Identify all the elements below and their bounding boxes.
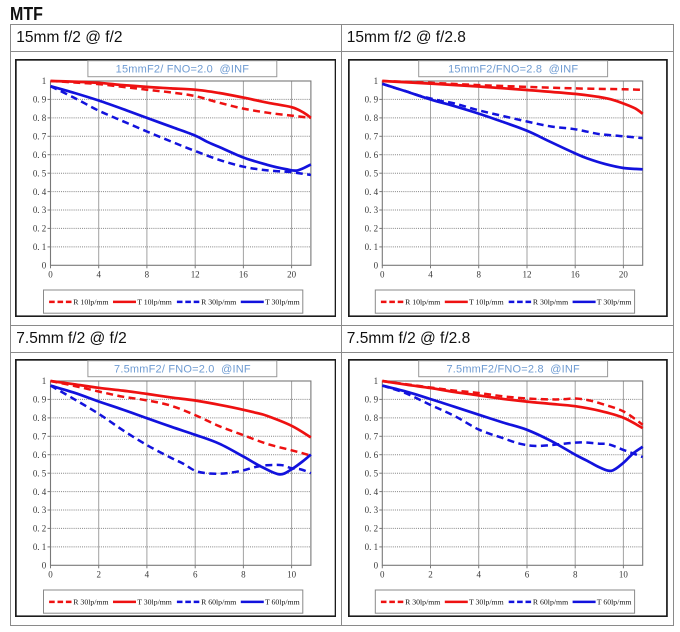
svg-text:0. 5: 0. 5 — [33, 169, 47, 179]
svg-text:R 60lp/mm: R 60lp/mm — [201, 598, 236, 607]
svg-text:4: 4 — [476, 570, 481, 580]
svg-text:R 10lp/mm: R 10lp/mm — [405, 298, 440, 307]
svg-text:0. 7: 0. 7 — [365, 132, 379, 142]
svg-text:0. 3: 0. 3 — [33, 205, 47, 215]
svg-text:0. 8: 0. 8 — [33, 413, 47, 423]
svg-text:0. 4: 0. 4 — [33, 187, 47, 197]
svg-text:7.5mmF2/FNO=2.8 @INF: 7.5mmF2/FNO=2.8 @INF — [446, 363, 580, 375]
svg-text:0: 0 — [374, 560, 379, 570]
svg-text:T 10lp/mm: T 10lp/mm — [137, 298, 172, 307]
svg-text:7.5mmF2/ FNO=2.0 @INF: 7.5mmF2/ FNO=2.0 @INF — [114, 364, 251, 376]
svg-text:0. 9: 0. 9 — [365, 95, 379, 105]
svg-text:T 30lp/mm: T 30lp/mm — [597, 298, 632, 307]
svg-text:15mmF2/ FNO=2.0 @INF: 15mmF2/ FNO=2.0 @INF — [115, 64, 249, 76]
svg-text:8: 8 — [476, 270, 481, 280]
svg-text:8: 8 — [573, 570, 578, 580]
svg-text:0. 5: 0. 5 — [365, 169, 379, 179]
svg-text:0. 7: 0. 7 — [365, 431, 379, 441]
svg-text:0. 8: 0. 8 — [365, 113, 379, 123]
svg-text:1: 1 — [374, 76, 379, 86]
svg-text:2: 2 — [96, 570, 101, 580]
svg-text:0. 2: 0. 2 — [365, 224, 378, 234]
svg-text:6: 6 — [193, 570, 198, 580]
svg-text:4: 4 — [96, 270, 101, 280]
svg-text:1: 1 — [42, 376, 47, 386]
svg-text:0. 2: 0. 2 — [33, 224, 46, 234]
svg-text:8: 8 — [144, 270, 149, 280]
svg-text:1: 1 — [42, 76, 47, 86]
svg-text:0: 0 — [48, 570, 53, 580]
svg-text:4: 4 — [428, 270, 433, 280]
svg-text:10: 10 — [287, 570, 296, 580]
svg-text:0. 9: 0. 9 — [365, 395, 379, 405]
svg-text:0. 1: 0. 1 — [33, 542, 46, 552]
svg-text:0. 1: 0. 1 — [365, 242, 378, 252]
svg-text:R 30lp/mm: R 30lp/mm — [405, 598, 440, 607]
svg-text:20: 20 — [619, 270, 628, 280]
svg-text:0. 3: 0. 3 — [33, 505, 47, 515]
svg-text:R 30lp/mm: R 30lp/mm — [201, 298, 236, 307]
svg-text:0. 2: 0. 2 — [33, 524, 46, 534]
svg-text:1: 1 — [374, 376, 379, 386]
svg-text:T 60lp/mm: T 60lp/mm — [597, 598, 632, 607]
svg-text:0. 1: 0. 1 — [365, 542, 378, 552]
svg-text:0. 9: 0. 9 — [33, 395, 47, 405]
svg-text:16: 16 — [571, 270, 580, 280]
svg-text:0: 0 — [374, 261, 379, 271]
svg-text:4: 4 — [144, 570, 149, 580]
svg-text:20: 20 — [287, 270, 296, 280]
svg-text:10: 10 — [619, 570, 628, 580]
svg-text:0: 0 — [380, 270, 385, 280]
svg-text:15mmF2/FNO=2.8 @INF: 15mmF2/FNO=2.8 @INF — [448, 64, 578, 76]
svg-text:8: 8 — [241, 570, 246, 580]
svg-text:0: 0 — [380, 570, 385, 580]
svg-text:R 30lp/mm: R 30lp/mm — [73, 598, 108, 607]
svg-text:T 30lp/mm: T 30lp/mm — [137, 598, 172, 607]
svg-text:12: 12 — [190, 270, 199, 280]
svg-text:6: 6 — [525, 570, 530, 580]
svg-text:0. 7: 0. 7 — [33, 431, 47, 441]
svg-text:0. 8: 0. 8 — [33, 113, 47, 123]
svg-text:0. 2: 0. 2 — [365, 524, 378, 534]
svg-text:0: 0 — [42, 560, 47, 570]
svg-text:0: 0 — [48, 270, 53, 280]
svg-text:T 30lp/mm: T 30lp/mm — [265, 298, 300, 307]
svg-text:0. 9: 0. 9 — [33, 95, 47, 105]
svg-text:2: 2 — [428, 570, 433, 580]
svg-text:0. 8: 0. 8 — [365, 413, 379, 423]
svg-text:R 60lp/mm: R 60lp/mm — [533, 598, 568, 607]
svg-text:0. 5: 0. 5 — [365, 468, 379, 478]
svg-text:T 30lp/mm: T 30lp/mm — [469, 598, 504, 607]
svg-text:0. 3: 0. 3 — [365, 205, 379, 215]
svg-text:16: 16 — [239, 270, 248, 280]
svg-text:R 30lp/mm: R 30lp/mm — [533, 298, 568, 307]
svg-text:0. 4: 0. 4 — [365, 487, 379, 497]
svg-text:0. 6: 0. 6 — [33, 450, 47, 460]
svg-text:T 60lp/mm: T 60lp/mm — [265, 598, 300, 607]
svg-text:0: 0 — [42, 261, 47, 271]
svg-text:R 10lp/mm: R 10lp/mm — [73, 298, 108, 307]
svg-text:0. 6: 0. 6 — [33, 150, 47, 160]
svg-text:0. 6: 0. 6 — [365, 450, 379, 460]
svg-text:0. 4: 0. 4 — [33, 487, 47, 497]
svg-text:0. 3: 0. 3 — [365, 505, 379, 515]
svg-text:T 10lp/mm: T 10lp/mm — [469, 298, 504, 307]
svg-text:0. 1: 0. 1 — [33, 242, 46, 252]
svg-text:0. 6: 0. 6 — [365, 150, 379, 160]
svg-text:0. 4: 0. 4 — [365, 187, 379, 197]
svg-text:12: 12 — [523, 270, 532, 280]
svg-text:0. 7: 0. 7 — [33, 132, 47, 142]
svg-text:0. 5: 0. 5 — [33, 468, 47, 478]
